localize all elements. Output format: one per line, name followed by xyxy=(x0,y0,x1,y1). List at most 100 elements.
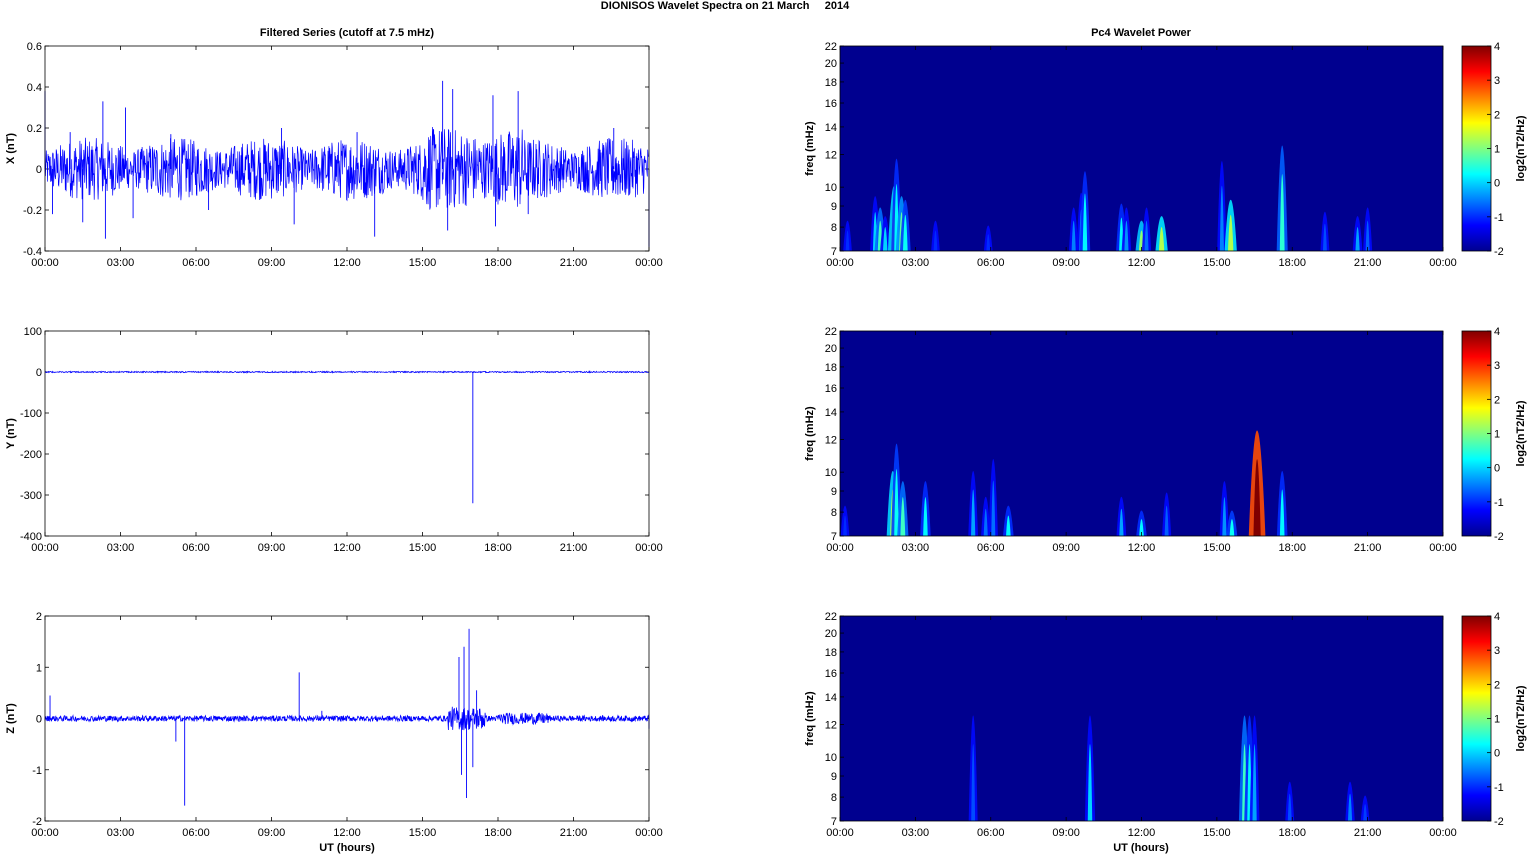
x-tick-label: 00:00 xyxy=(31,827,59,839)
y-tick-label: -200 xyxy=(20,449,42,461)
heatmap-burst-core xyxy=(1139,519,1144,536)
x-tick-label: 15:00 xyxy=(1203,542,1231,554)
heatmap-burst-core xyxy=(1253,459,1261,536)
y-tick-label: 1 xyxy=(36,662,42,674)
heatmap-burst-core xyxy=(843,515,847,536)
x-tick-label: 03:00 xyxy=(107,542,135,554)
y-tick-label: 14 xyxy=(825,122,837,134)
x-tick-label: 12:00 xyxy=(333,542,361,554)
x-tick-label: 21:00 xyxy=(560,542,588,554)
colorbar-label: log2(nT2/Hz) xyxy=(1515,115,1527,181)
colorbar-5 xyxy=(1461,615,1492,822)
x-tick-label: 18:00 xyxy=(1278,827,1306,839)
y-tick-label: 9 xyxy=(831,486,837,498)
y-tick-label: 22 xyxy=(825,326,837,338)
x-tick-label: 03:00 xyxy=(107,827,135,839)
heatmap-burst-core xyxy=(1119,508,1124,536)
x-tick-label: 09:00 xyxy=(258,827,286,839)
heatmap-background-5 xyxy=(840,616,1443,821)
y-tick-label: 0 xyxy=(36,367,42,379)
colorbar-tick-label: 2 xyxy=(1494,394,1500,406)
heatmap-burst-core xyxy=(1279,174,1285,251)
x-tick-label: 06:00 xyxy=(182,257,210,269)
colorbar-tick-label: -2 xyxy=(1494,816,1504,828)
y-tick-label: 7 xyxy=(831,816,837,828)
colorbar-tick-label: 1 xyxy=(1494,429,1500,441)
heatmap-burst-core xyxy=(1365,220,1370,251)
y-tick-label: -0.4 xyxy=(23,246,42,258)
colorbar-tick-label: -1 xyxy=(1494,497,1504,509)
y-tick-label: 10 xyxy=(825,467,837,479)
heatmap-burst-core xyxy=(894,468,899,536)
heatmap-burst-core xyxy=(1124,220,1129,251)
colorbar-3 xyxy=(1461,45,1492,252)
x-tick-label: 21:00 xyxy=(1354,257,1382,269)
x-tick-label: 09:00 xyxy=(1052,257,1080,269)
x-tick-label: 00:00 xyxy=(31,542,59,554)
x-tick-label: 06:00 xyxy=(182,542,210,554)
y-tick-label: 8 xyxy=(831,507,837,519)
y-tick-label: 18 xyxy=(825,77,837,89)
series-trace-1 xyxy=(44,370,650,374)
heatmap-burst-core xyxy=(1222,497,1227,536)
series-trace-2 xyxy=(44,706,650,731)
colorbar-tick-label: 4 xyxy=(1494,41,1500,53)
y-tick-label: 0 xyxy=(36,714,42,726)
x-axis-label-left: UT (hours) xyxy=(319,842,375,854)
x-tick-label: 00:00 xyxy=(1429,257,1457,269)
y-tick-label: 16 xyxy=(825,98,837,110)
x-tick-label: 21:00 xyxy=(560,827,588,839)
heatmap-burst-core xyxy=(1355,227,1360,251)
heatmap-burst-core xyxy=(900,497,906,536)
x-tick-label: 15:00 xyxy=(1203,257,1231,269)
heatmap-burst-core xyxy=(902,214,908,251)
colorbar-tick-label: 3 xyxy=(1494,645,1500,657)
x-tick-label: 06:00 xyxy=(977,257,1005,269)
x-tick-label: 15:00 xyxy=(409,257,437,269)
y-tick-label: 14 xyxy=(825,407,837,419)
x-tick-label: 18:00 xyxy=(1278,257,1306,269)
y-tick-label: 0.6 xyxy=(27,41,42,53)
y-tick-label: -1 xyxy=(32,765,42,777)
y-axis-label: freq (mHz) xyxy=(804,121,816,176)
x-tick-label: 15:00 xyxy=(409,827,437,839)
y-tick-label: 8 xyxy=(831,222,837,234)
y-tick-label: 16 xyxy=(825,383,837,395)
heatmap-burst-core xyxy=(1363,804,1368,821)
x-tick-label: 00:00 xyxy=(826,257,854,269)
x-tick-label: 00:00 xyxy=(635,257,663,269)
y-tick-label: 12 xyxy=(825,435,837,447)
heatmap-burst-core xyxy=(1164,505,1169,536)
plot-area-0 xyxy=(45,46,649,251)
heatmap-burst-core xyxy=(882,227,888,251)
heatmap-burst-core xyxy=(1347,793,1353,821)
x-tick-label: 00:00 xyxy=(635,827,663,839)
y-tick-label: 0.2 xyxy=(27,123,42,135)
heatmap-burst-core xyxy=(1082,193,1088,251)
x-tick-label: 12:00 xyxy=(1128,827,1156,839)
heatmap-burst-core xyxy=(1279,489,1285,536)
y-tick-label: 16 xyxy=(825,668,837,680)
heatmap-burst-core xyxy=(986,234,991,251)
x-tick-label: 18:00 xyxy=(484,257,512,269)
y-axis-label: Y (nT) xyxy=(5,418,17,449)
heatmap-burst-core xyxy=(923,497,928,536)
x-tick-label: 12:00 xyxy=(1128,257,1156,269)
x-tick-label: 18:00 xyxy=(484,827,512,839)
heatmap-burst-core xyxy=(1144,220,1149,251)
y-axis-label: X (nT) xyxy=(5,133,17,164)
colorbar-tick-label: 0 xyxy=(1494,178,1500,190)
x-tick-label: 21:00 xyxy=(1354,827,1382,839)
colorbar-tick-label: 3 xyxy=(1494,360,1500,372)
y-tick-label: 7 xyxy=(831,246,837,258)
y-tick-label: 10 xyxy=(825,752,837,764)
x-tick-label: 15:00 xyxy=(409,542,437,554)
y-tick-label: -2 xyxy=(32,816,42,828)
colorbar-tick-label: 4 xyxy=(1494,611,1500,623)
heatmap-burst-core xyxy=(971,744,976,821)
colorbar-tick-label: 4 xyxy=(1494,326,1500,338)
colorbar-tick-label: -1 xyxy=(1494,782,1504,794)
x-tick-label: 00:00 xyxy=(635,542,663,554)
heatmap-burst-core xyxy=(1229,519,1235,536)
